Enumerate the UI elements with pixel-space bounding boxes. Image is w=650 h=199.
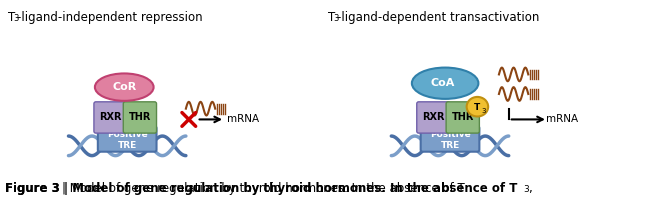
FancyBboxPatch shape	[446, 102, 479, 133]
Text: mRNA: mRNA	[227, 114, 259, 124]
FancyBboxPatch shape	[94, 102, 127, 133]
Text: mRNA: mRNA	[546, 114, 578, 124]
Text: -ligand-independent repression: -ligand-independent repression	[17, 11, 202, 24]
Ellipse shape	[95, 73, 153, 101]
Text: Figure 3: Figure 3	[5, 182, 60, 195]
FancyBboxPatch shape	[98, 126, 157, 152]
Ellipse shape	[412, 68, 478, 99]
Text: ,: ,	[528, 182, 532, 195]
Text: T: T	[328, 11, 335, 24]
Text: Positive
TRE: Positive TRE	[430, 130, 471, 150]
Text: 3: 3	[523, 185, 529, 194]
Text: 3: 3	[482, 108, 486, 114]
FancyBboxPatch shape	[124, 102, 157, 133]
Ellipse shape	[467, 97, 488, 116]
FancyBboxPatch shape	[421, 126, 479, 152]
Text: RXR: RXR	[99, 112, 122, 122]
Text: 3: 3	[333, 14, 339, 23]
Text: THR: THR	[129, 112, 151, 122]
Text: 3: 3	[14, 14, 19, 23]
Text: Positive
TRE: Positive TRE	[107, 130, 148, 150]
Text: RXR: RXR	[422, 112, 445, 122]
Text: | Model of gene regulation by thyroid hormones. In the absence of T: | Model of gene regulation by thyroid ho…	[62, 182, 464, 195]
FancyBboxPatch shape	[417, 102, 450, 133]
Text: CoR: CoR	[112, 82, 136, 92]
Text: CoA: CoA	[430, 78, 454, 88]
Text: THR: THR	[452, 112, 474, 122]
Text: T: T	[8, 11, 15, 24]
Text: Figure 3 | Model of gene regulation by thyroid hormones. In the absence of T: Figure 3 | Model of gene regulation by t…	[5, 182, 517, 195]
Text: T: T	[474, 103, 480, 112]
Text: -ligand-dependent transactivation: -ligand-dependent transactivation	[337, 11, 539, 24]
